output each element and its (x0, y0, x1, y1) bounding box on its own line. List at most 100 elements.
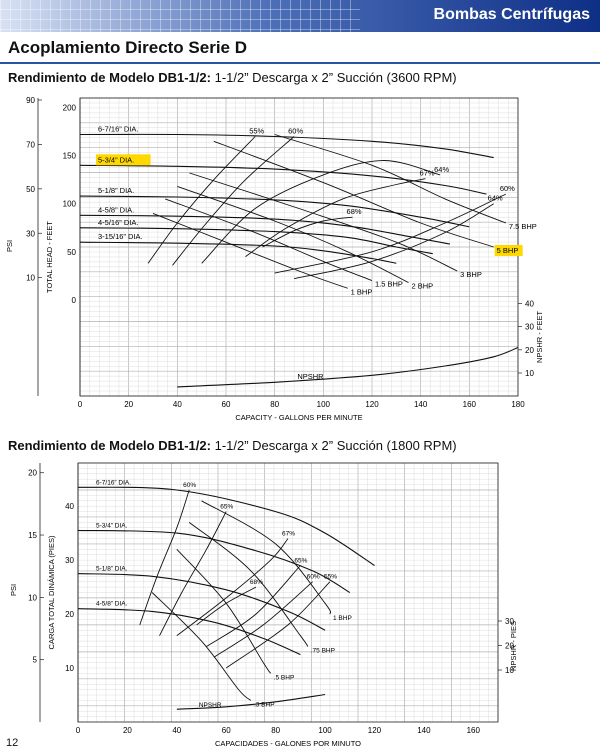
bhp-label: .5 BHP (274, 674, 295, 681)
x-tick-label: 60 (222, 726, 231, 735)
efficiency-curve (139, 489, 190, 626)
efficiency-label: 55% (249, 126, 264, 135)
efficiency-curve (206, 565, 301, 647)
x-tick-label: 140 (417, 726, 431, 735)
impeller-curve (79, 164, 487, 195)
impeller-label: 5-3/4” DIA. (98, 155, 134, 164)
efficiency-label: 60% (288, 126, 303, 135)
impeller-label: 4-5/8” DIA. (98, 205, 134, 214)
section-model: Rendimiento de Modelo DB1-1/2: (8, 70, 211, 85)
npshr-label: NPSHR (199, 702, 222, 709)
y-tick-label: 0 (72, 296, 77, 305)
psi-tick-label: 70 (26, 140, 35, 149)
bhp-label: 7.5 BHP (509, 222, 537, 231)
section-title-1800: Rendimiento de Modelo DB1-1/2: 1-1/2” De… (8, 438, 457, 453)
npshr-curve (177, 346, 519, 388)
bhp-label: .3 BHP (254, 701, 275, 708)
efficiency-label: 64% (434, 165, 449, 174)
highlight-box (96, 154, 151, 166)
section-spec: 1-1/2” Descarga x 2” Succión (3600 RPM) (214, 70, 457, 85)
highlight-box (494, 245, 523, 256)
psi-tick-label: 5 (33, 656, 38, 665)
npshr-label: NPSHR (297, 372, 324, 381)
page-number: 12 (6, 737, 19, 749)
y-tick-label: 30 (65, 556, 74, 565)
chart-grid (77, 462, 499, 723)
bhp-curve (189, 172, 458, 272)
x-tick-label: 40 (173, 400, 182, 409)
impeller-curve (79, 195, 470, 228)
chart-group: 0 20 40 60 80 100 120 140 160 CAPACIDADES - GALON… (9, 462, 518, 748)
x-axis-label: CAPACIDADES - GALONES POR MINUTO (215, 739, 361, 748)
psi-tick-label: 50 (26, 185, 35, 194)
section-model: Rendimiento de Modelo DB1-1/2: (8, 438, 211, 453)
efficiency-curve (147, 136, 256, 264)
bhp-label: 1 BHP (351, 287, 373, 296)
bhp-curve (176, 548, 272, 674)
npshr-tick-label: 20 (505, 642, 514, 651)
efficiency-label: 64% (488, 194, 503, 203)
bhp-label: 1 BHP (333, 615, 352, 622)
y-tick-label: 50 (67, 248, 76, 257)
impeller-curve (77, 529, 351, 593)
y-tick-label: 100 (63, 200, 77, 209)
bhp-curve (188, 522, 309, 647)
npshr-tick-label: 10 (505, 666, 514, 675)
impeller-label: 5-1/8” DIA. (98, 186, 134, 195)
npshr-curve (176, 693, 326, 710)
efficiency-label: 60% (307, 574, 320, 581)
efficiency-curve (176, 538, 289, 637)
bhp-label: 3 BHP (460, 270, 482, 279)
x-tick-label: 120 (365, 400, 379, 409)
x-tick-label: 0 (78, 400, 83, 409)
x-tick-label: 120 (368, 726, 382, 735)
x-tick-label: 100 (317, 400, 331, 409)
impeller-label: 5-1/8” DIA. (96, 566, 128, 573)
y-tick-label: 40 (65, 502, 74, 511)
impeller-curve (79, 133, 494, 159)
bhp-curve (201, 500, 332, 615)
npshr-axis-label: NPSHR - FEET (535, 311, 544, 364)
impeller-label: 4-5/16” DIA. (98, 218, 138, 227)
x-axis-label: CAPACITY - GALLONS PER MINUTE (235, 413, 362, 422)
impeller-curve (77, 486, 375, 566)
efficiency-label: 60% (500, 184, 515, 193)
npshr-axis-label: NPSHR - PIES (509, 621, 518, 671)
psi-tick-label: 10 (28, 593, 37, 602)
x-tick-label: 60 (222, 400, 231, 409)
efficiency-curve (262, 216, 353, 248)
bhp-curve (274, 134, 506, 224)
bhp-curve (151, 592, 252, 701)
bhp-curve (152, 212, 348, 289)
y-tick-label: 10 (65, 664, 74, 673)
bhp-label: 1.5 BHP (375, 280, 403, 289)
y-tick-label: 200 (63, 104, 77, 113)
psi-tick-label: 90 (26, 96, 35, 105)
x-tick-label: 160 (467, 726, 481, 735)
psi-tick-label: 20 (28, 469, 37, 478)
y-axis-label: CARGA TOTAL DINÁMICA (PIES) (47, 535, 56, 649)
bhp-curve (165, 198, 373, 282)
npshr-tick-label: 30 (525, 323, 534, 332)
efficiency-curve (274, 193, 506, 274)
npshr-tick-label: 30 (505, 617, 514, 626)
npshr-tick-label: 20 (525, 346, 534, 355)
efficiency-label: 67% (282, 531, 295, 538)
efficiency-curve (159, 511, 227, 636)
efficiency-curve (294, 203, 494, 280)
efficiency-curve (172, 136, 295, 266)
efficiency-label: 60% (183, 482, 196, 489)
psi-axis-label: PSI (5, 240, 14, 252)
y-tick-label: 150 (63, 152, 77, 161)
psi-tick-label: 10 (26, 274, 35, 283)
bhp-label: 2 BHP (412, 282, 434, 291)
impeller-curve (77, 573, 326, 631)
x-tick-label: 20 (123, 726, 132, 735)
x-tick-label: 0 (76, 726, 81, 735)
impeller-curve (79, 214, 451, 245)
x-tick-label: 160 (463, 400, 477, 409)
efficiency-label: 68% (347, 207, 362, 216)
